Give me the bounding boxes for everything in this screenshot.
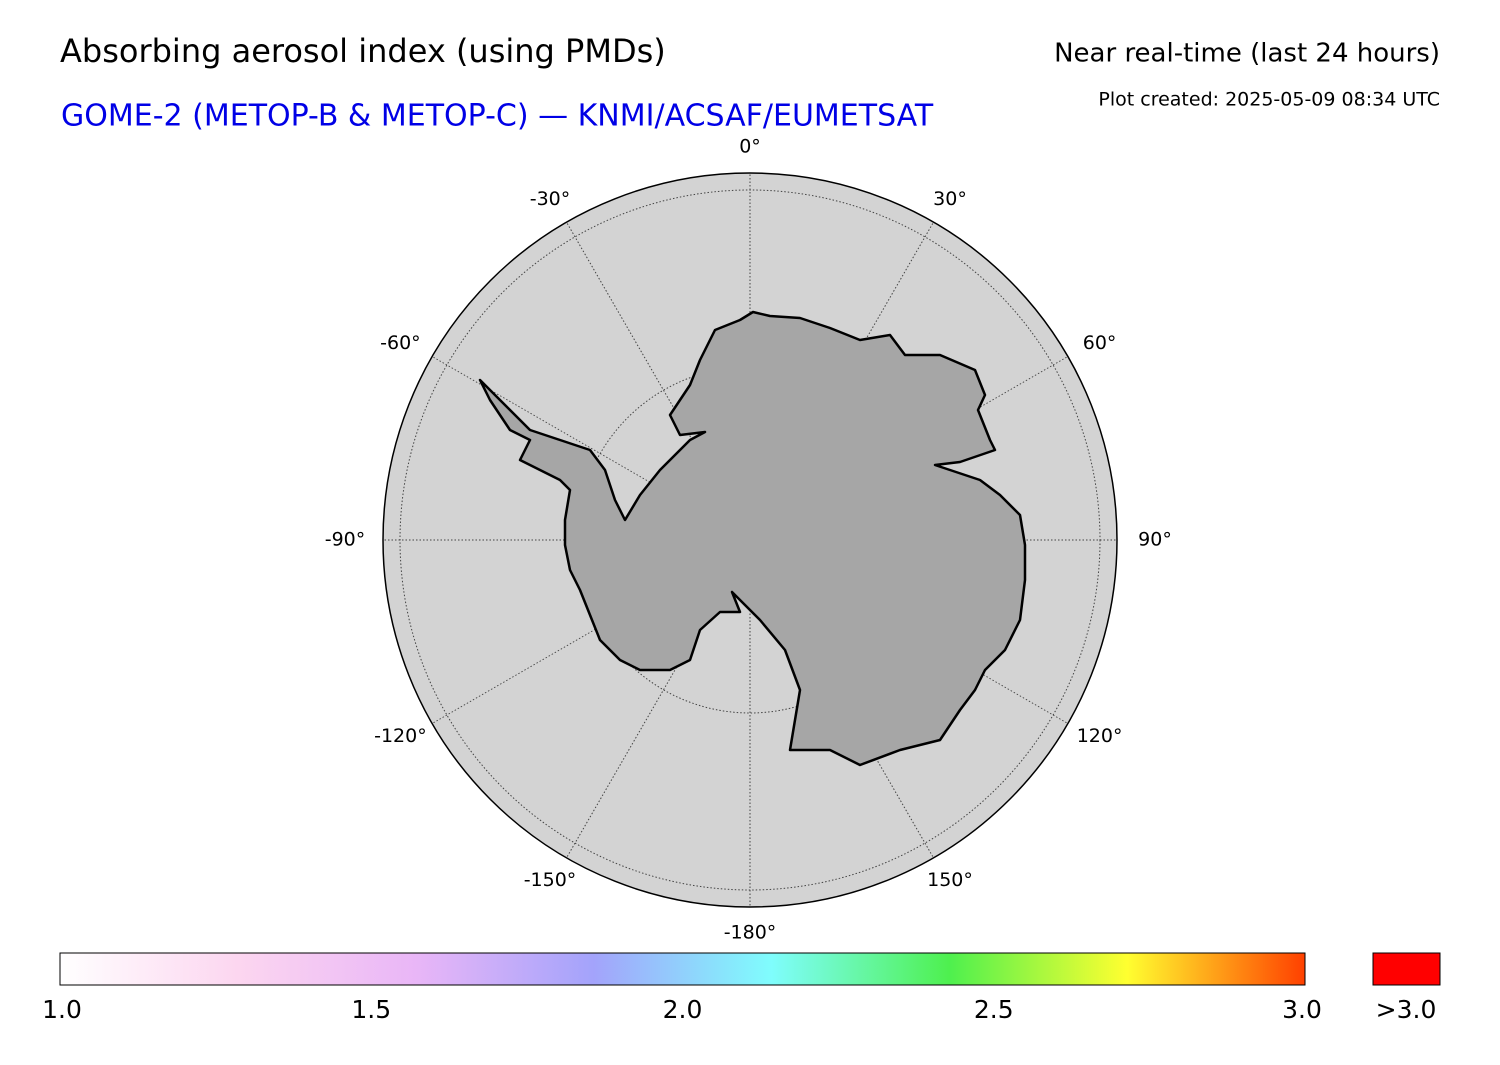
colorbar-tick-label: 2.0 [663,995,703,1024]
colorbar-over [1372,952,1441,986]
colorbar [59,952,1306,986]
meridian-label: 120° [1077,725,1123,747]
meridian-label: -30° [530,188,571,210]
meridian-label: -150° [524,869,577,891]
meridian-label: 90° [1138,529,1172,551]
title: Absorbing aerosol index (using PMDs) [60,32,666,70]
meridian-label: -180° [724,922,777,944]
colorbar-tick-label: 1.5 [351,995,391,1024]
colorbar-tick-label: 1.0 [42,995,82,1024]
meridian-label: 60° [1083,332,1117,354]
meridian-label: -90° [325,529,366,551]
meridian-label: -60° [380,332,421,354]
antarctica [478,310,1027,767]
meridian-label: -120° [374,725,427,747]
subtitle: GOME-2 (METOP-B & METOP-C) — KNMI/ACSAF/… [61,99,934,134]
mode: Near real-time (last 24 hours) [1054,39,1440,69]
created: Plot created: 2025-05-09 08:34 UTC [1098,89,1440,111]
meridian-label: 0° [739,136,761,158]
meridian [566,539,751,859]
colorbar-tick-label: 2.5 [974,995,1014,1024]
meridian-labels: 0° 30° 60° 90° 120° 150° -180° -150° -120° -90° -6… [325,136,1172,944]
meridian-label: 150° [927,869,973,891]
meridian-label: 30° [933,188,967,210]
over-label: >3.0 [1376,995,1437,1024]
meridian [566,221,751,541]
colorbar-tick-label: 3.0 [1282,995,1322,1024]
meridian [431,539,751,724]
